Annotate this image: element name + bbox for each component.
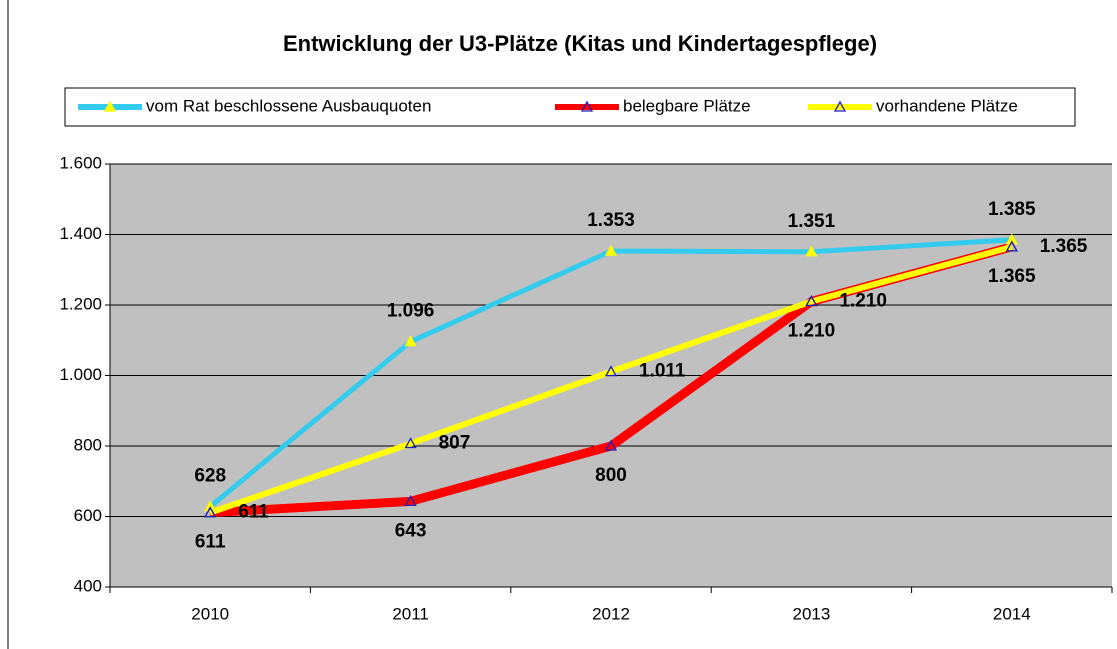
legend-marker xyxy=(833,100,847,112)
data-label: 1.011 xyxy=(639,361,686,382)
data-label: 1.096 xyxy=(387,301,435,322)
marker xyxy=(604,244,618,256)
data-label: 807 xyxy=(439,433,471,454)
chart-title: Entwicklung der U3-Plätze (Kitas und Kin… xyxy=(283,31,877,56)
legend-label: belegbare Plätze xyxy=(623,96,751,115)
y-tick-label: 1.000 xyxy=(59,365,102,384)
data-label: 1.351 xyxy=(788,211,836,232)
x-tick-label: 2010 xyxy=(191,604,229,623)
marker xyxy=(1005,233,1018,245)
y-tick-label: 1.400 xyxy=(59,224,102,243)
legend-label: vom Rat beschlossene Ausbauquoten xyxy=(146,96,431,115)
data-label: 1.210 xyxy=(788,320,836,341)
marker xyxy=(204,500,217,512)
marker xyxy=(404,335,417,347)
data-label: 611 xyxy=(195,532,226,553)
legend-marker xyxy=(580,100,594,112)
legend-label: vorhandene Plätze xyxy=(876,96,1018,115)
y-tick-label: 1.600 xyxy=(59,153,102,172)
y-tick-label: 600 xyxy=(74,506,102,525)
x-tick-label: 2013 xyxy=(792,604,830,623)
marker xyxy=(1005,240,1018,252)
data-label: 628 xyxy=(194,466,226,487)
y-tick-label: 1.200 xyxy=(59,294,102,313)
x-tick-label: 2011 xyxy=(392,604,429,623)
marker xyxy=(404,495,417,506)
data-label: 1.210 xyxy=(839,290,887,311)
x-tick-label: 2014 xyxy=(993,604,1031,623)
x-tick-label: 2012 xyxy=(592,604,630,623)
y-tick-label: 400 xyxy=(74,576,102,595)
data-label: 1.365 xyxy=(1040,236,1088,257)
data-label: 1.365 xyxy=(988,266,1036,287)
marker xyxy=(404,437,417,449)
data-label: 1.385 xyxy=(988,199,1036,220)
legend-marker xyxy=(103,100,117,112)
y-tick-label: 800 xyxy=(74,435,102,454)
series-line xyxy=(209,243,1013,516)
data-label: 800 xyxy=(595,465,627,486)
marker xyxy=(805,245,818,257)
marker xyxy=(204,506,217,518)
marker xyxy=(604,439,618,451)
marker xyxy=(604,365,618,377)
data-label: 611 xyxy=(238,502,269,523)
marker xyxy=(805,295,818,307)
data-label: 1.353 xyxy=(587,210,635,231)
data-label: 643 xyxy=(395,520,427,541)
